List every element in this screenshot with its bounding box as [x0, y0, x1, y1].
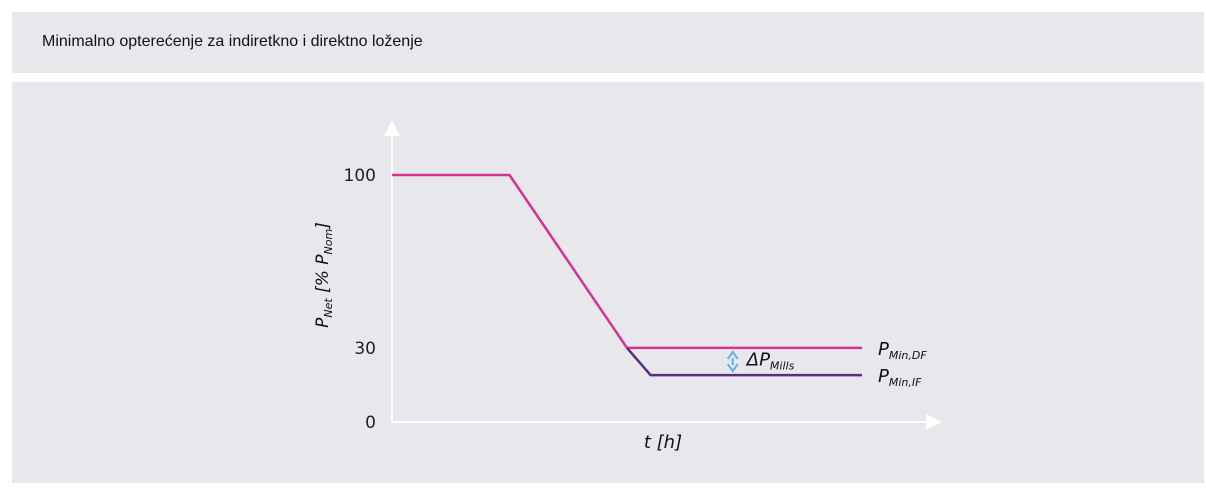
series-line-2: [626, 347, 862, 377]
y-tick-label: 30: [354, 339, 376, 359]
y-tick-label: 100: [344, 166, 376, 186]
delta-label: ΔPMills: [745, 349, 795, 372]
x-axis-label: t [h]: [644, 432, 682, 453]
title-bar: Minimalno opterećenje za indiretkno i di…: [12, 12, 1204, 73]
y-tick-label: 0: [365, 413, 376, 433]
delta-arrow-head-bottom: [726, 363, 739, 373]
series-label-1: PMin,DF: [878, 339, 927, 362]
series-label-2: PMin,IF: [878, 366, 922, 389]
chart-panel: [12, 82, 1204, 483]
page-title: Minimalno opterećenje za indiretkno i di…: [42, 33, 423, 50]
series-line-1: [392, 173, 862, 350]
y-axis-label: PNet [% PNom]: [313, 222, 335, 328]
delta-arrow-head-top: [726, 350, 739, 360]
